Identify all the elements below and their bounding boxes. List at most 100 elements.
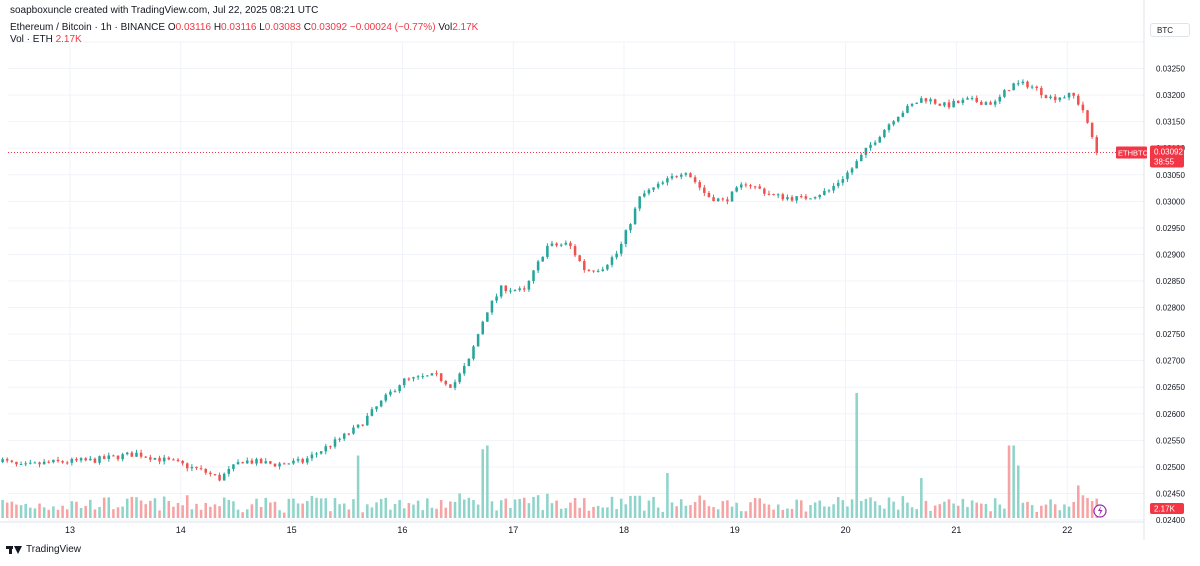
candle-body [624,230,628,245]
high-label: H [213,22,222,33]
candle-body [707,192,711,198]
tradingview-footer[interactable]: TradingView [6,544,81,555]
x-tick-label: 18 [619,525,629,535]
volume-bar [643,510,646,518]
candle-body [924,98,928,102]
y-tick-label: 0.02650 [1156,383,1185,392]
volume-bar [550,503,554,518]
volume-bar [523,497,526,518]
volume-bar [467,497,471,518]
candle-body [1,459,4,463]
y-tick-label: 0.02850 [1156,277,1185,286]
volume-bar [329,511,332,518]
volume-bar [370,507,374,518]
volume-bar [943,501,946,518]
volume-bar [518,498,521,518]
candle-body [564,242,568,245]
candle-body [993,101,997,105]
candle-body [1016,83,1020,85]
volume-bar [209,506,212,518]
volume-bar [855,393,858,518]
volume-bar [38,503,41,518]
candle-body [278,463,281,467]
candle-body [1007,90,1011,92]
volume-bar [721,501,725,518]
volume-bar [933,505,937,518]
open-value: 0.03116 [175,22,212,33]
volume-bar [596,505,600,518]
volume-bar [896,509,900,518]
volume-bar [84,505,87,518]
volume-bar [666,473,669,518]
price-tag-value: 0.03092 [1154,147,1183,156]
volume-bar [1030,505,1034,518]
volume-bar [98,506,101,518]
volume-bar [1058,510,1062,518]
volume-tag-bg [1150,503,1184,514]
volume-bar [176,502,180,518]
volume-bar [181,505,184,518]
candle-body [342,433,346,439]
volume-bar [89,499,92,518]
volume-bar [149,500,152,518]
volume-bar [472,499,475,518]
candle-body [453,382,457,388]
candle-body [726,199,729,202]
currency-badge[interactable]: BTC [1150,23,1190,37]
volume-bar [929,510,932,518]
candle-body [370,409,374,416]
volume-bar [324,498,328,518]
volume-bar [24,503,27,518]
change-value: −0.00024 (−0.77%) [349,22,436,33]
candle-body [213,474,217,476]
volume-bar [416,500,420,518]
candle-body [19,464,23,466]
candle-body [975,97,978,102]
candle-body [486,312,489,322]
candle-body [33,462,37,464]
candle-body [402,378,406,386]
y-tick-label: 0.02950 [1156,224,1185,233]
candle-body [472,346,475,359]
candle-body [416,376,420,378]
candle-body [633,208,637,225]
candle-body [675,176,678,178]
candle-body [306,458,309,463]
candle-body [776,194,780,196]
candle-body [818,194,822,198]
candle-body [444,381,448,385]
candle-body [666,178,669,183]
candle-body [338,438,341,440]
volume-bar [920,478,923,518]
volume-bar [5,502,9,518]
candle-body [421,376,424,378]
x-tick-label: 20 [841,525,851,535]
volume-bar [781,509,785,518]
volume-bar [375,502,378,518]
candle-body [809,198,812,200]
volume-bar [975,502,978,518]
volume-bar [236,509,240,518]
candle-body [601,269,605,271]
volume-bar [910,507,914,518]
volume-bar [255,498,258,518]
candle-body [310,454,314,459]
candle-body [38,462,41,465]
y-tick-label: 0.02450 [1156,489,1185,498]
volume-bar [559,508,563,518]
candle-body [232,464,235,469]
y-tick-label: 0.03050 [1156,171,1185,180]
x-tick-label: 13 [65,525,75,535]
volume-bar [462,499,466,518]
volume-bar [430,507,434,518]
volume-bar [744,511,748,518]
volume-bar [850,499,854,518]
volume-bar [1040,505,1043,518]
candle-body [906,105,909,113]
volume-bar [421,510,424,518]
candle-body [559,244,563,246]
candle-body [282,463,286,465]
volume-bar [707,506,711,518]
